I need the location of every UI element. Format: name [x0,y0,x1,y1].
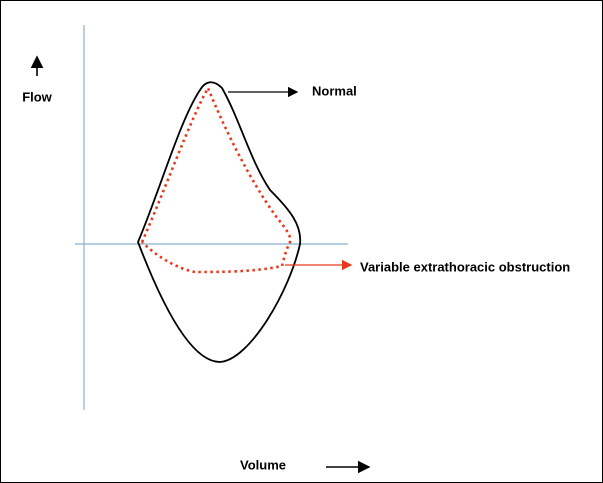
obstruction-label: Variable extrathoracic obstruction [360,259,570,274]
normal-loop [137,81,302,363]
normal-label: Normal [312,83,357,98]
flow-label: Flow [22,89,52,104]
volume-label: Volume [240,457,286,472]
